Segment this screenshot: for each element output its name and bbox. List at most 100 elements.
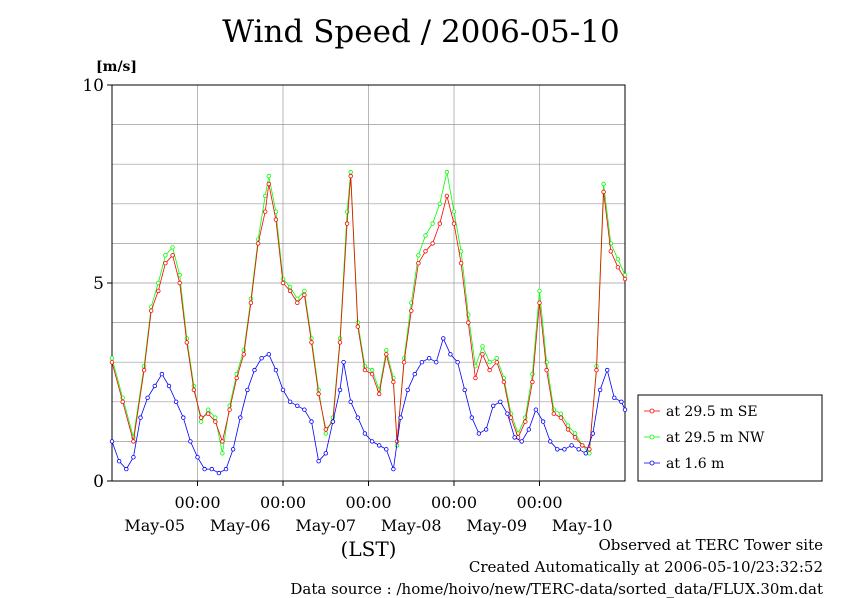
x-tick-label: 00:00 [516,493,562,512]
data-point-1 [537,300,542,305]
data-point-1 [273,217,279,222]
data-point-1 [473,375,478,381]
data-point-1 [409,308,414,313]
data-point-3 [469,415,474,420]
data-point-2 [587,451,592,456]
x-date-label: May-08 [381,516,442,535]
data-point-3 [526,427,531,432]
y-tick-label: 5 [93,274,104,294]
data-point-3 [145,395,150,400]
footer-datasource: Data source : /home/hoivo/new/TERC-data/… [290,580,823,598]
data-point-1 [348,173,353,179]
data-point-2 [437,201,442,206]
data-point-2 [263,193,268,199]
data-point-3 [519,439,524,444]
data-point-3 [576,447,581,452]
data-point-1 [170,253,175,258]
data-point-1 [316,391,321,397]
x-tick-label: 00:00 [431,493,477,512]
data-point-1 [234,375,239,381]
series-line-3 [111,337,626,474]
data-point-3 [398,415,403,420]
data-point-1 [401,360,407,365]
data-point-1 [523,419,528,424]
data-point-3 [273,367,279,373]
x-date-label: May-05 [124,516,185,535]
data-point-1 [213,419,218,424]
data-point-3 [173,399,179,404]
data-point-3 [462,387,467,393]
data-point-3 [330,419,336,424]
data-point-1 [369,371,375,377]
data-point-3 [562,447,567,452]
data-point-2 [615,257,621,262]
data-point-2 [494,356,499,361]
data-point-1 [184,340,189,345]
data-point-1 [551,411,556,416]
data-point-3 [355,415,360,420]
data-point-2 [423,233,428,238]
data-point-3 [540,419,546,424]
data-point-2 [416,253,421,258]
data-point-2 [177,272,182,278]
chart-title: Wind Speed / 2006-05-10 [222,14,620,50]
data-point-1 [141,367,147,373]
data-point-3 [369,439,375,444]
data-point-2 [369,367,375,373]
data-point-2 [384,348,389,353]
data-point-3 [341,360,346,365]
data-point-3 [590,431,596,436]
data-point-3 [412,371,417,377]
data-point-1 [437,221,442,226]
data-point-1 [177,280,182,286]
data-point-3 [280,387,286,393]
data-point-3 [309,419,314,424]
data-point-3 [316,459,321,464]
x-date-label: May-10 [552,516,613,535]
legend-swatch-marker [649,460,655,466]
x-date-label: May-06 [210,516,271,535]
data-point-1 [205,411,211,416]
data-point-3 [622,407,628,412]
data-point-1 [501,379,507,385]
data-point-1 [615,265,621,270]
data-point-3 [337,387,343,393]
legend-entry: at 1.6 m [666,456,724,472]
data-point-1 [337,340,343,345]
data-point-2 [451,209,457,214]
data-point-1 [323,427,328,432]
data-point-3 [405,387,410,393]
data-point-1 [248,300,254,305]
data-point-1 [302,292,307,298]
data-point-3 [238,415,243,420]
data-point-1 [594,367,599,373]
data-point-3 [223,466,229,472]
data-point-3 [476,431,482,436]
data-point-3 [230,447,236,452]
data-point-1 [355,324,360,329]
legend-swatch-marker [649,434,655,440]
y-axis-label: [m/s] [96,59,137,75]
x-date-label: May-07 [295,516,356,535]
data-point-3 [605,367,610,373]
data-point-2 [287,284,293,290]
data-point-3 [455,360,460,365]
data-point-1 [266,181,271,187]
data-point-1 [198,415,204,420]
data-point-2 [220,451,225,456]
data-point-2 [537,288,542,294]
data-point-1 [430,241,435,246]
data-point-3 [612,395,617,400]
data-point-3 [434,360,439,365]
data-point-1 [287,288,293,294]
data-point-2 [430,221,435,226]
data-point-2 [348,169,353,175]
data-point-1 [508,415,514,420]
data-point-1 [191,387,197,393]
data-point-1 [391,379,396,385]
x-tick-label: 00:00 [345,493,391,512]
data-point-2 [487,360,492,365]
data-point-3 [426,356,432,361]
data-point-1 [466,320,471,325]
x-tick-label: 00:00 [260,493,306,512]
